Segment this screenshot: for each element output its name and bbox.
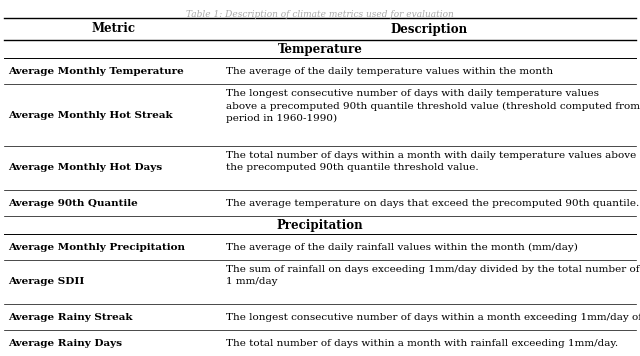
Text: Average Monthly Hot Streak: Average Monthly Hot Streak — [8, 110, 173, 120]
Text: The average of the daily rainfall values within the month (mm/day): The average of the daily rainfall values… — [226, 242, 578, 252]
Text: The average temperature on days that exceed the precomputed 90th quantile.: The average temperature on days that exc… — [226, 199, 639, 208]
Text: The longest consecutive number of days within a month exceeding 1mm/day of rainf: The longest consecutive number of days w… — [226, 313, 640, 321]
Text: The longest consecutive number of days with daily temperature values
above a pre: The longest consecutive number of days w… — [226, 89, 640, 124]
Text: Average 90th Quantile: Average 90th Quantile — [8, 199, 138, 208]
Text: Description: Description — [390, 22, 468, 36]
Text: Temperature: Temperature — [278, 42, 362, 56]
Text: Average Rainy Days: Average Rainy Days — [8, 339, 122, 347]
Text: Table 1: Description of climate metrics used for evaluation: Table 1: Description of climate metrics … — [186, 10, 454, 19]
Text: The average of the daily temperature values within the month: The average of the daily temperature val… — [226, 67, 553, 75]
Text: Precipitation: Precipitation — [276, 219, 364, 231]
Text: Average SDII: Average SDII — [8, 277, 84, 287]
Text: Metric: Metric — [91, 22, 135, 36]
Text: The sum of rainfall on days exceeding 1mm/day divided by the total number of day: The sum of rainfall on days exceeding 1m… — [226, 265, 640, 287]
Text: Average Rainy Streak: Average Rainy Streak — [8, 313, 132, 321]
Text: Average Monthly Hot Days: Average Monthly Hot Days — [8, 163, 162, 173]
Text: The total number of days within a month with rainfall exceeding 1mm/day.: The total number of days within a month … — [226, 339, 618, 347]
Text: The total number of days within a month with daily temperature values above
the : The total number of days within a month … — [226, 151, 636, 173]
Text: Average Monthly Temperature: Average Monthly Temperature — [8, 67, 184, 75]
Text: Average Monthly Precipitation: Average Monthly Precipitation — [8, 242, 185, 251]
